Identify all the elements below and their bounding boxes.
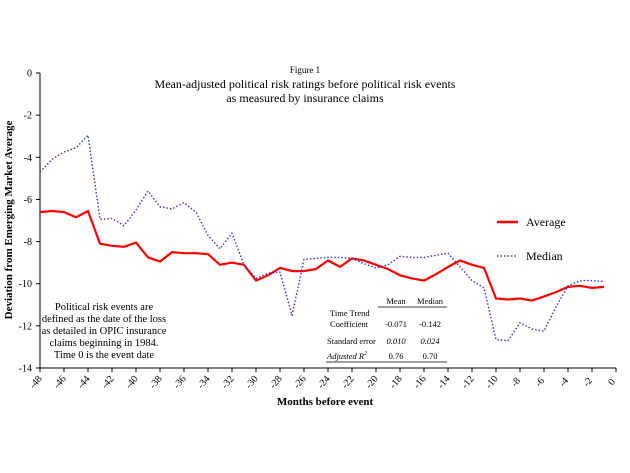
stats-cell: 0.024 bbox=[420, 336, 440, 346]
stats-row-header: Time Trend bbox=[330, 308, 370, 318]
y-tick-label: -6 bbox=[24, 195, 32, 206]
x-tick-label: -12 bbox=[460, 374, 477, 391]
x-tick-label: -46 bbox=[52, 374, 69, 391]
x-tick-label: -10 bbox=[484, 374, 501, 391]
legend: Average Median bbox=[497, 215, 566, 263]
y-tick-label: -8 bbox=[24, 237, 32, 248]
y-axis-ticks: 0 -2 -4 -6 -8 -10 -12 -14 bbox=[19, 69, 40, 375]
x-tick-label: -18 bbox=[388, 374, 405, 391]
x-tick-label: -34 bbox=[196, 374, 213, 391]
x-tick-label: -16 bbox=[412, 374, 429, 391]
y-tick-label: -12 bbox=[19, 321, 32, 332]
x-axis-label: Months before event bbox=[277, 396, 374, 408]
x-tick-label: -24 bbox=[316, 374, 333, 391]
y-tick-label: -10 bbox=[19, 279, 32, 290]
x-tick-label: -38 bbox=[148, 374, 165, 391]
x-tick-label: -42 bbox=[100, 374, 117, 391]
y-tick-label: -14 bbox=[19, 364, 32, 375]
stats-row-label: Adjusted R2 bbox=[326, 351, 367, 361]
y-axis-label: Deviation from Emerging Market Average bbox=[3, 121, 15, 320]
x-tick-label: -28 bbox=[268, 374, 285, 391]
x-tick-label: -48 bbox=[28, 374, 45, 391]
stats-cell: -0.142 bbox=[419, 319, 441, 329]
x-tick-label: -14 bbox=[436, 374, 453, 391]
stats-table: Mean Median Time Trend Coefficient -0.07… bbox=[326, 296, 447, 363]
x-tick-label: -4 bbox=[557, 376, 571, 389]
series-line-average bbox=[39, 209, 605, 302]
stats-cell: 0.70 bbox=[423, 351, 438, 361]
stats-cell: 0.010 bbox=[386, 336, 406, 346]
chart-title-line-2: as measured by insurance claims bbox=[226, 91, 384, 105]
x-tick-label: -26 bbox=[292, 374, 309, 391]
chart-note: Political risk events are defined as the… bbox=[40, 302, 168, 362]
series-layer bbox=[39, 134, 605, 342]
legend-label-average: Average bbox=[526, 215, 566, 229]
x-axis-ticks: -48 -46 -44 -42 -40 -38 -36 -34 -32 -30 -28 -26 -24-… bbox=[28, 368, 618, 391]
note-line: defined as the date of the loss bbox=[41, 314, 167, 325]
x-tick-label: -44 bbox=[76, 374, 93, 391]
note-line: Time 0 is the event date bbox=[53, 350, 155, 361]
figure-label: Figure 1 bbox=[290, 65, 320, 75]
stats-row-label: Standard error bbox=[327, 336, 376, 346]
note-line: as detailed in OPIC insurance bbox=[41, 326, 167, 337]
stats-col-median: Median bbox=[417, 296, 444, 306]
stats-cell: 0.76 bbox=[389, 351, 404, 361]
x-tick-label: -6 bbox=[533, 376, 547, 389]
x-tick-label: -2 bbox=[581, 376, 595, 389]
x-tick-label: -8 bbox=[509, 376, 523, 389]
stats-cell: -0.071 bbox=[385, 319, 407, 329]
chart-title-line-1: Mean-adjusted political risk ratings bef… bbox=[155, 77, 456, 91]
note-line: Political risk events are bbox=[54, 302, 154, 313]
y-tick-label: -4 bbox=[24, 153, 32, 164]
series-line-median bbox=[39, 134, 605, 342]
x-tick-label: -30 bbox=[244, 374, 261, 391]
stats-col-mean: Mean bbox=[386, 296, 406, 306]
x-tick-label: 0 bbox=[606, 377, 618, 388]
x-tick-label: -32 bbox=[220, 374, 237, 391]
y-tick-label: 0 bbox=[27, 69, 32, 80]
y-tick-label: -2 bbox=[24, 111, 32, 122]
x-tick-label: -20 bbox=[364, 374, 381, 391]
x-tick-label: -40 bbox=[124, 374, 141, 391]
x-tick-label: -36 bbox=[172, 374, 189, 391]
legend-label-median: Median bbox=[526, 249, 563, 263]
stats-row-label: Coefficient bbox=[330, 319, 369, 329]
x-tick-label: -22 bbox=[340, 374, 357, 391]
note-line: claims beginning in 1984. bbox=[49, 338, 159, 349]
